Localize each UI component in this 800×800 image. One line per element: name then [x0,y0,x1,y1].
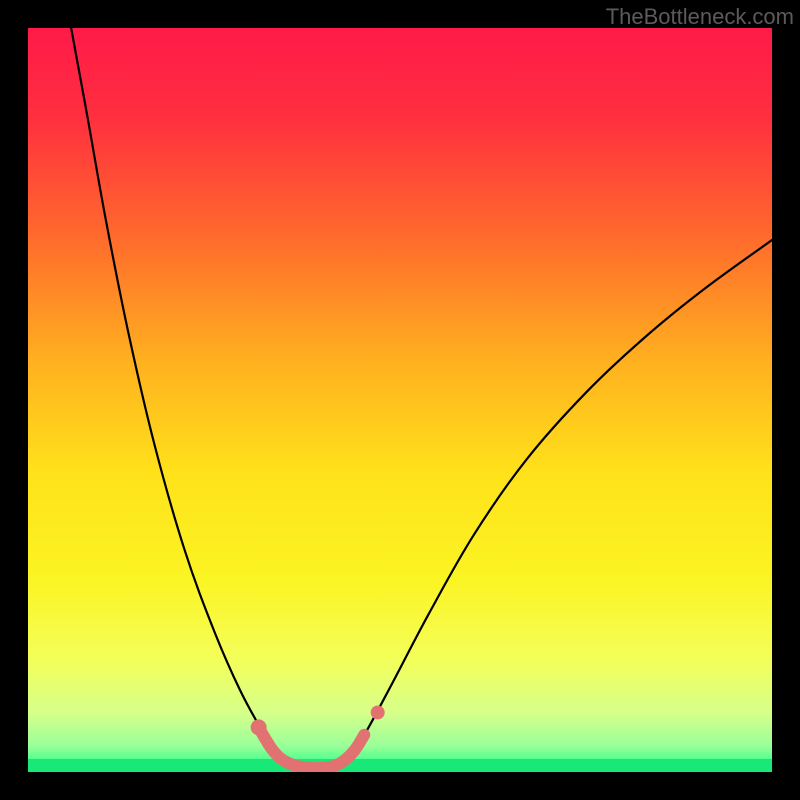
plot-area [28,28,772,772]
highlight-segment-0 [259,727,365,768]
curve-svg [28,28,772,772]
highlight-dot-1 [371,705,385,719]
watermark-text: TheBottleneck.com [606,4,794,30]
bottleneck-curve [71,28,772,768]
highlight-dot-0 [251,719,267,735]
